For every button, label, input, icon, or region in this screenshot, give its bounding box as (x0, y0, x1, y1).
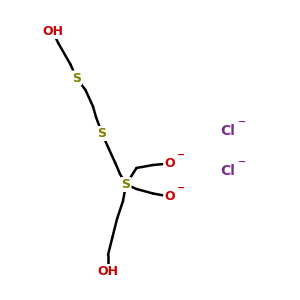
Text: −: − (238, 116, 247, 127)
Text: Cl: Cl (220, 164, 236, 178)
Text: O: O (164, 190, 175, 203)
Text: −: − (238, 157, 247, 167)
Text: OH: OH (42, 25, 63, 38)
Text: −: − (177, 183, 185, 193)
Text: −: − (177, 150, 185, 160)
Text: Cl: Cl (220, 124, 236, 137)
Text: S: S (72, 71, 81, 85)
Text: OH: OH (98, 265, 118, 278)
Text: S: S (122, 178, 130, 191)
Text: O: O (164, 157, 175, 170)
Text: S: S (98, 127, 106, 140)
